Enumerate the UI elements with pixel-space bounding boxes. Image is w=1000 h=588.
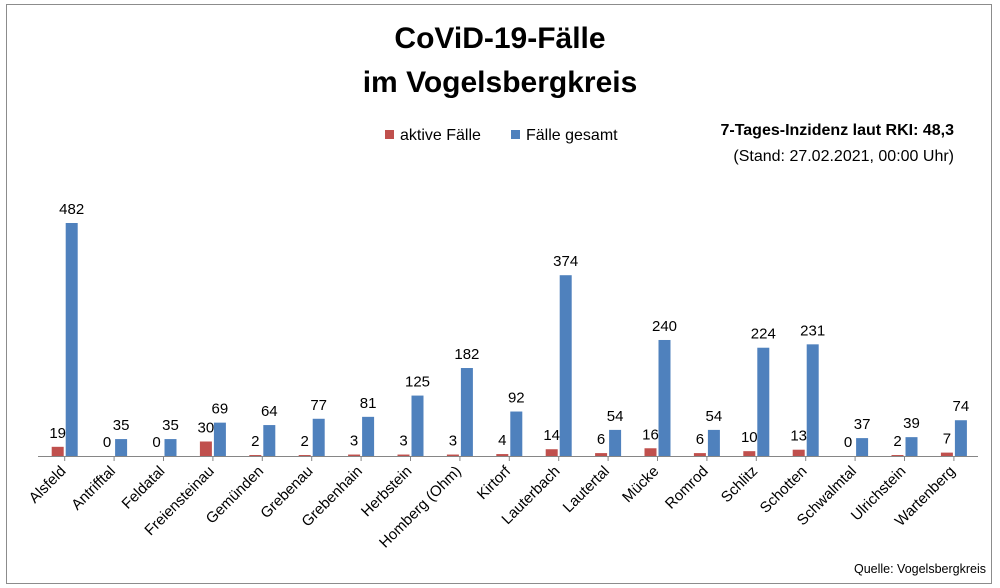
bar-aktive	[249, 455, 262, 456]
bar-gesamt	[658, 339, 671, 456]
data-label-aktive: 10	[741, 429, 758, 446]
data-label-gesamt: 482	[59, 201, 84, 218]
x-tick-label: Mücke	[619, 463, 662, 506]
data-label-gesamt: 35	[162, 417, 179, 434]
bar-gesamt	[65, 223, 78, 456]
bar-gesamt	[411, 395, 424, 456]
legend-swatch-gesamt	[511, 130, 520, 139]
bar-aktive	[298, 455, 311, 456]
bar-gesamt	[362, 416, 375, 456]
x-tick-label: Lautertal	[560, 463, 613, 516]
data-label-gesamt: 92	[508, 390, 525, 407]
bar-gesamt	[213, 422, 226, 456]
data-label-aktive: 4	[498, 432, 506, 449]
bar-gesamt	[905, 437, 918, 456]
bar-gesamt	[609, 429, 622, 456]
legend-label-gesamt: Fälle gesamt	[526, 127, 618, 144]
data-label-gesamt: 54	[706, 408, 723, 425]
data-label-gesamt: 182	[454, 346, 479, 363]
data-label-gesamt: 231	[800, 322, 825, 339]
data-label-aktive: 0	[844, 434, 852, 451]
x-tick-label: Antrifftal	[68, 463, 119, 514]
data-label-aktive: 3	[399, 433, 407, 450]
x-tick-label: Alsfeld	[26, 463, 70, 507]
bar-aktive	[644, 448, 657, 456]
bar-aktive	[199, 441, 212, 456]
bar-gesamt	[115, 439, 128, 456]
legend-item-aktive: aktive Fälle	[385, 127, 481, 145]
data-label-aktive: 6	[696, 431, 704, 448]
legend-swatch-aktive	[385, 130, 394, 139]
data-label-aktive: 2	[893, 433, 901, 450]
bar-aktive	[496, 454, 509, 456]
data-label-gesamt: 35	[113, 417, 130, 434]
bar-aktive	[545, 449, 558, 456]
bar-gesamt	[312, 418, 325, 456]
bar-gesamt	[559, 275, 572, 456]
bar-gesamt	[757, 347, 770, 456]
x-tick-label: Romrod	[662, 463, 712, 513]
data-label-aktive: 3	[449, 433, 457, 450]
data-label-aktive: 0	[103, 434, 111, 451]
data-label-aktive: 14	[543, 427, 560, 444]
x-tick-label: Feldatal	[119, 463, 169, 513]
bar-aktive	[446, 454, 459, 456]
data-label-gesamt: 125	[405, 374, 430, 391]
bar-aktive	[891, 455, 904, 456]
data-label-gesamt: 81	[360, 395, 377, 412]
bar-gesamt	[164, 439, 177, 456]
data-label-aktive: 6	[597, 431, 605, 448]
x-tick-label: Schlitz	[718, 463, 761, 506]
data-label-aktive: 2	[301, 433, 309, 450]
bar-gesamt	[460, 368, 473, 456]
data-label-gesamt: 64	[261, 403, 278, 420]
bar-aktive	[693, 453, 706, 456]
data-label-aktive: 19	[49, 425, 66, 442]
bar-aktive	[595, 453, 608, 456]
data-label-aktive: 7	[943, 431, 951, 448]
data-label-gesamt: 224	[751, 326, 776, 343]
data-label-gesamt: 77	[310, 397, 327, 414]
data-label-aktive: 0	[152, 434, 160, 451]
data-label-gesamt: 240	[652, 318, 677, 335]
data-label-gesamt: 37	[854, 416, 871, 433]
bar-gesamt	[806, 344, 819, 456]
bar-gesamt	[510, 411, 523, 456]
legend-label-aktive: aktive Fälle	[400, 127, 481, 144]
incidence-label: 7-Tages-Inzidenz laut RKI: 48,3	[720, 122, 954, 139]
data-label-aktive: 3	[350, 433, 358, 450]
bar-aktive	[51, 446, 64, 456]
bar-gesamt	[856, 438, 869, 456]
bar-aktive	[792, 449, 805, 456]
legend-item-gesamt: Fälle gesamt	[511, 127, 618, 145]
chart-title: CoViD-19-Fälle	[394, 22, 606, 55]
bar-aktive	[348, 454, 361, 456]
x-tick-label: Kirtorf	[474, 462, 515, 503]
data-label-gesamt: 374	[553, 253, 578, 270]
data-label-aktive: 30	[198, 419, 215, 436]
data-label-aktive: 16	[642, 426, 659, 443]
bar-gesamt	[707, 429, 720, 456]
bar-aktive	[397, 454, 410, 456]
data-label-gesamt: 39	[903, 415, 920, 432]
stand-label: (Stand: 27.02.2021, 00:00 Uhr)	[733, 148, 954, 165]
chart-subtitle: im Vogelsbergkreis	[362, 66, 638, 99]
source-note: Quelle: Vogelsbergkreis	[853, 562, 986, 576]
data-label-gesamt: 54	[607, 408, 624, 425]
bar-aktive	[940, 452, 953, 456]
data-label-gesamt: 74	[953, 398, 970, 415]
bar-gesamt	[954, 420, 967, 456]
bar-aktive	[743, 451, 756, 456]
data-label-aktive: 2	[251, 433, 259, 450]
bar-gesamt	[263, 425, 276, 456]
chart-frame	[6, 4, 992, 584]
data-label-gesamt: 69	[212, 401, 229, 418]
data-label-aktive: 13	[790, 428, 807, 445]
